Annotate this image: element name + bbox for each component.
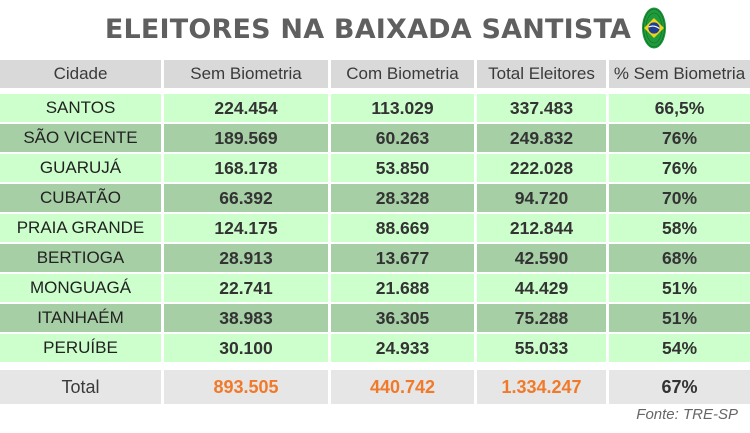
total-eleitores-cell: 249.832 <box>477 124 609 154</box>
total-eleitores-cell: 222.028 <box>477 154 609 184</box>
city-cell: PRAIA GRANDE <box>0 214 164 244</box>
header-cidade: Cidade <box>0 60 164 88</box>
pct-sem-biometria-cell: 51% <box>609 274 750 304</box>
table-row: PERUÍBE 30.100 24.933 55.033 54% <box>0 334 750 364</box>
pct-sem-biometria-cell: 76% <box>609 154 750 184</box>
table-row: CUBATÃO 66.392 28.328 94.720 70% <box>0 184 750 214</box>
fingerprint-brazil-flag-icon <box>642 7 667 49</box>
title-bar: ELEITORES NA BAIXADA SANTISTA <box>0 0 750 58</box>
com-biometria-cell: 113.029 <box>331 94 477 124</box>
com-biometria-cell: 13.677 <box>331 244 477 274</box>
sem-biometria-cell: 28.913 <box>164 244 331 274</box>
com-biometria-cell: 21.688 <box>331 274 477 304</box>
total-eleitores-cell: 212.844 <box>477 214 609 244</box>
city-cell: PERUÍBE <box>0 334 164 364</box>
city-cell: MONGUAGÁ <box>0 274 164 304</box>
sem-biometria-cell: 189.569 <box>164 124 331 154</box>
header-pct-sem-biometria: % Sem Biometria <box>609 60 750 88</box>
total-eleitores-cell: 75.288 <box>477 304 609 334</box>
page-title: ELEITORES NA BAIXADA SANTISTA <box>104 13 632 45</box>
total-eleitores-cell: 337.483 <box>477 94 609 124</box>
sem-biometria-cell: 22.741 <box>164 274 331 304</box>
pct-sem-biometria-cell: 51% <box>609 304 750 334</box>
voters-table: Cidade Sem Biometria Com Biometria Total… <box>0 60 750 404</box>
city-cell: CUBATÃO <box>0 184 164 214</box>
city-cell: ITANHAÉM <box>0 304 164 334</box>
sem-biometria-cell: 224.454 <box>164 94 331 124</box>
city-cell: BERTIOGA <box>0 244 164 274</box>
header-sem-biometria: Sem Biometria <box>164 60 331 88</box>
total-eleitores-cell: 55.033 <box>477 334 609 364</box>
header-com-biometria: Com Biometria <box>331 60 477 88</box>
total-eleitores: 1.334.247 <box>477 370 609 404</box>
table-row: SÃO VICENTE 189.569 60.263 249.832 76% <box>0 124 750 154</box>
com-biometria-cell: 36.305 <box>331 304 477 334</box>
com-biometria-cell: 24.933 <box>331 334 477 364</box>
pct-sem-biometria-cell: 70% <box>609 184 750 214</box>
com-biometria-cell: 28.328 <box>331 184 477 214</box>
total-pct-sem-biometria: 67% <box>609 370 750 404</box>
table-row: GUARUJÁ 168.178 53.850 222.028 76% <box>0 154 750 184</box>
table-row: BERTIOGA 28.913 13.677 42.590 68% <box>0 244 750 274</box>
pct-sem-biometria-cell: 54% <box>609 334 750 364</box>
pct-sem-biometria-cell: 76% <box>609 124 750 154</box>
table-row: SANTOS 224.454 113.029 337.483 66,5% <box>0 94 750 124</box>
table-header: Cidade Sem Biometria Com Biometria Total… <box>0 60 750 88</box>
table-row: ITANHAÉM 38.983 36.305 75.288 51% <box>0 304 750 334</box>
table-row: PRAIA GRANDE 124.175 88.669 212.844 58% <box>0 214 750 244</box>
sem-biometria-cell: 124.175 <box>164 214 331 244</box>
pct-sem-biometria-cell: 66,5% <box>609 94 750 124</box>
sem-biometria-cell: 66.392 <box>164 184 331 214</box>
total-com-biometria: 440.742 <box>331 370 477 404</box>
sem-biometria-cell: 38.983 <box>164 304 331 334</box>
table-row: MONGUAGÁ 22.741 21.688 44.429 51% <box>0 274 750 304</box>
source-note: Fonte: TRE-SP <box>636 406 738 423</box>
total-eleitores-cell: 44.429 <box>477 274 609 304</box>
com-biometria-cell: 60.263 <box>331 124 477 154</box>
city-cell: SÃO VICENTE <box>0 124 164 154</box>
city-cell: SANTOS <box>0 94 164 124</box>
pct-sem-biometria-cell: 68% <box>609 244 750 274</box>
sem-biometria-cell: 168.178 <box>164 154 331 184</box>
sem-biometria-cell: 30.100 <box>164 334 331 364</box>
com-biometria-cell: 88.669 <box>331 214 477 244</box>
pct-sem-biometria-cell: 58% <box>609 214 750 244</box>
city-cell: GUARUJÁ <box>0 154 164 184</box>
header-total-eleitores: Total Eleitores <box>477 60 609 88</box>
total-row: Total 893.505 440.742 1.334.247 67% <box>0 370 750 404</box>
total-sem-biometria: 893.505 <box>164 370 331 404</box>
total-eleitores-cell: 42.590 <box>477 244 609 274</box>
com-biometria-cell: 53.850 <box>331 154 477 184</box>
total-label: Total <box>0 370 164 404</box>
total-eleitores-cell: 94.720 <box>477 184 609 214</box>
